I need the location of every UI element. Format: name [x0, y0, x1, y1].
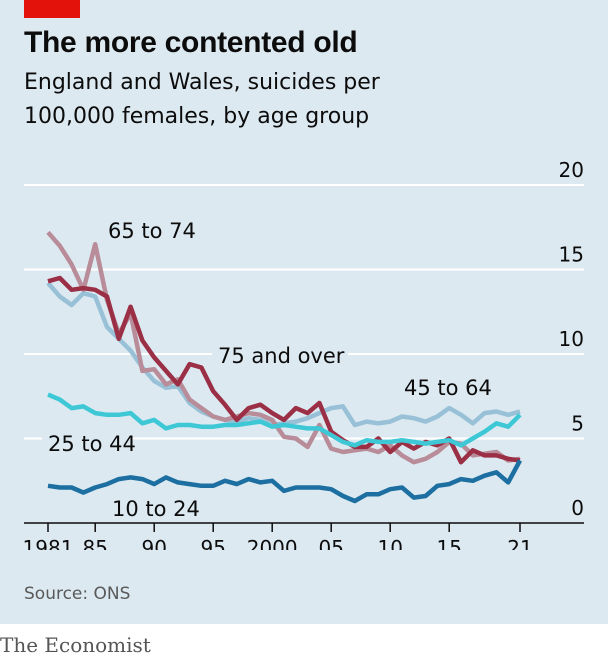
- x-axis: [24, 522, 584, 532]
- y-tick-5: 5: [571, 412, 584, 436]
- x-tick-15: 15: [436, 536, 461, 550]
- chart-card: The more contented old England and Wales…: [0, 0, 608, 624]
- y-tick-15: 15: [559, 243, 584, 267]
- series-label-75-and-over: 75 and over: [218, 344, 345, 368]
- chart-subtitle-line-1: England and Wales, suicides per: [24, 70, 380, 95]
- x-tick-85: 85: [82, 536, 107, 550]
- series-label-45-to-64: 45 to 64: [404, 376, 492, 400]
- x-tick-1981: 1981: [23, 536, 74, 550]
- y-tick-0: 0: [571, 496, 584, 520]
- series-label-10-to-24: 10 to 24: [112, 497, 200, 521]
- series-label-bg-25-to-44: [42, 429, 130, 459]
- y-tick-labels: 0 5 10 15 20: [559, 158, 584, 520]
- x-tick-labels: 1981 85 90 95 2000 05 10 15 21: [23, 536, 533, 550]
- x-tick-95: 95: [200, 536, 225, 550]
- series-labels: 45 to 64 65 to 74 75 and over 25 to 44 10 to…: [42, 219, 492, 521]
- x-tick-2000: 2000: [247, 536, 298, 550]
- gridlines: [24, 184, 584, 440]
- series-line-25-to-44: [47, 392, 522, 448]
- series-lines: [46, 230, 522, 504]
- source-note: Source: ONS: [24, 584, 131, 604]
- x-tick-05: 05: [318, 536, 343, 550]
- x-tick-90: 90: [141, 536, 166, 550]
- x-tick-10: 10: [377, 536, 402, 550]
- series-label-25-to-44: 25 to 44: [48, 432, 136, 456]
- series-label-bg-75-and-over: [212, 341, 348, 371]
- publisher-footer: The Economist: [0, 633, 151, 657]
- y-tick-10: 10: [559, 327, 584, 351]
- chart-subtitle-line-2: 100,000 females, by age group: [24, 104, 370, 129]
- y-tick-20: 20: [559, 158, 584, 182]
- chart-title: The more contented old: [24, 26, 358, 59]
- series-line-10-to-24: [47, 459, 522, 504]
- series-label-65-to-74: 65 to 74: [108, 219, 196, 243]
- brand-bar: [24, 0, 80, 18]
- x-tick-21: 21: [507, 536, 532, 550]
